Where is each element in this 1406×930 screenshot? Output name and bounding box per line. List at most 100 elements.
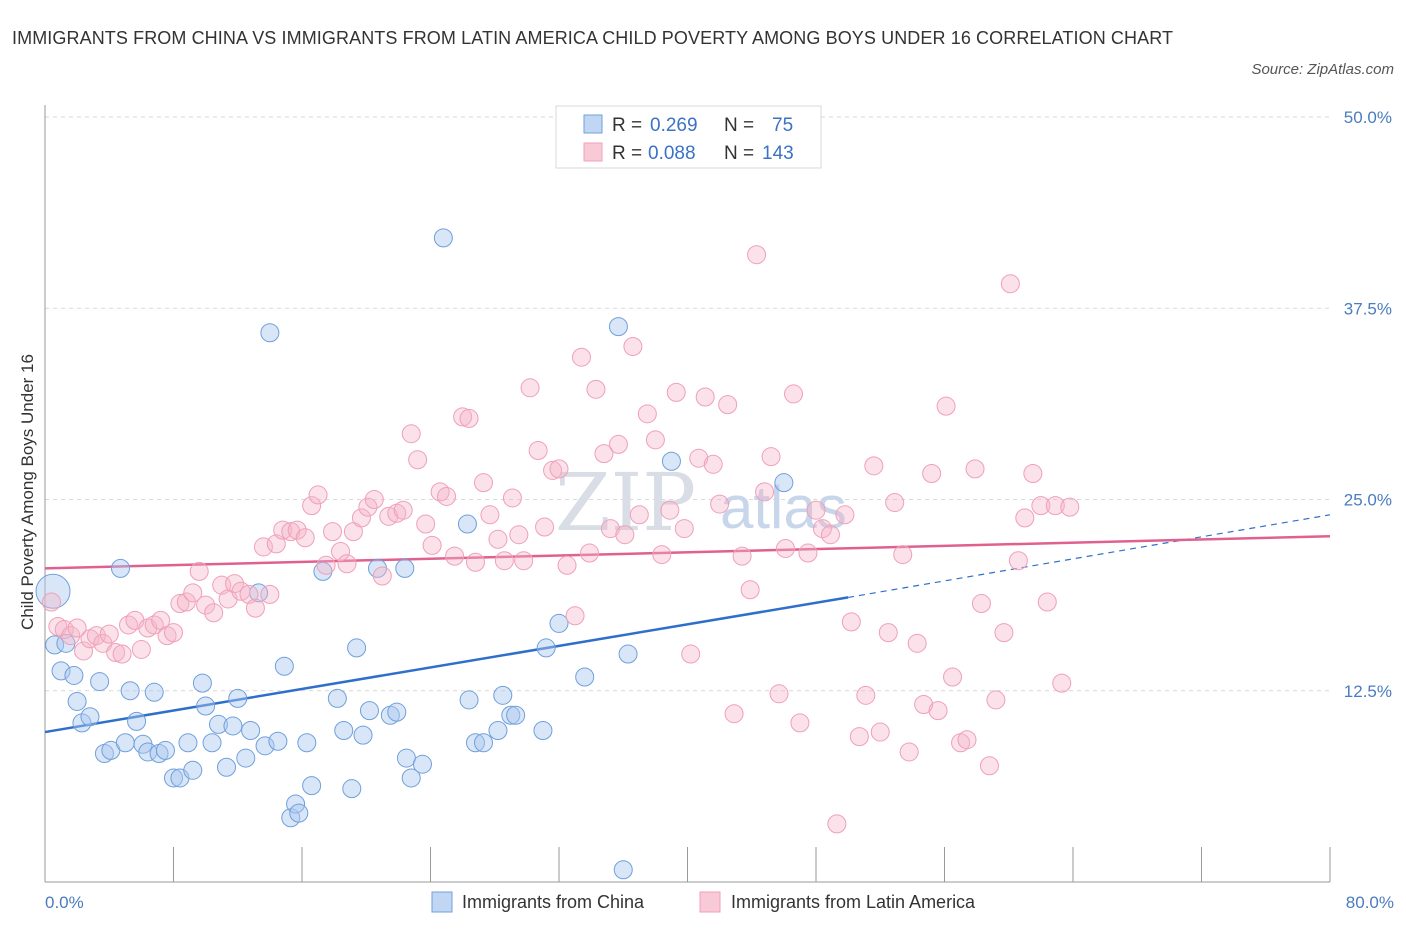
point-latam-95 bbox=[703, 454, 723, 474]
y-tick-label-1: 25.0% bbox=[1344, 491, 1392, 510]
trend-line-china-extension bbox=[848, 514, 1331, 599]
watermark-atlas: atlas bbox=[720, 474, 847, 541]
legend-r-label-china: R = bbox=[612, 115, 642, 136]
point-latam-73 bbox=[543, 460, 563, 480]
point-latam-127 bbox=[936, 396, 956, 416]
point-latam-88 bbox=[652, 545, 672, 565]
series-legend-swatch-latam bbox=[699, 891, 721, 913]
point-latam-140 bbox=[1031, 496, 1051, 516]
point-latam-102 bbox=[755, 482, 775, 502]
point-latam-112 bbox=[827, 814, 847, 834]
point-china-14 bbox=[127, 711, 147, 731]
point-latam-108 bbox=[798, 543, 818, 563]
point-china-68 bbox=[549, 613, 569, 633]
point-latam-76 bbox=[565, 606, 585, 626]
point-latam-66 bbox=[494, 551, 514, 571]
legend-swatch-latam bbox=[583, 142, 603, 162]
point-china-35 bbox=[260, 323, 280, 343]
legend-n-label-china: N = bbox=[724, 115, 754, 136]
point-latam-130 bbox=[957, 730, 977, 750]
point-china-60 bbox=[465, 733, 485, 753]
point-china-67 bbox=[536, 638, 556, 658]
chart-title: IMMIGRANTS FROM CHINA VS IMMIGRANTS FROM… bbox=[12, 28, 1174, 48]
point-latam-83 bbox=[615, 525, 635, 545]
point-latam-93 bbox=[689, 448, 709, 468]
point-latam-39 bbox=[302, 496, 322, 516]
point-latam-136 bbox=[1000, 274, 1020, 294]
point-latam-141 bbox=[1037, 592, 1057, 612]
point-china-71 bbox=[613, 860, 633, 880]
point-china-56 bbox=[412, 754, 432, 774]
point-latam-123 bbox=[907, 633, 927, 653]
point-latam-28 bbox=[225, 574, 245, 594]
point-latam-91 bbox=[674, 519, 694, 539]
point-china-44 bbox=[327, 688, 347, 708]
legend-r-value-latam: 0.088 bbox=[648, 143, 696, 164]
point-china-48 bbox=[353, 725, 373, 745]
point-latam-3 bbox=[61, 626, 81, 646]
point-latam-114 bbox=[841, 612, 861, 632]
point-china-25 bbox=[196, 696, 216, 716]
point-latam-69 bbox=[514, 551, 534, 571]
x-tick-label-1: 80.0% bbox=[1346, 893, 1394, 912]
point-latam-117 bbox=[864, 456, 884, 476]
point-latam-113 bbox=[835, 505, 855, 525]
point-china-65 bbox=[506, 705, 526, 725]
point-latam-85 bbox=[629, 505, 649, 525]
series-legend-swatch-china bbox=[431, 891, 453, 913]
point-china-64 bbox=[501, 705, 521, 725]
point-latam-19 bbox=[164, 623, 183, 643]
point-latam-104 bbox=[769, 684, 789, 704]
point-latam-78 bbox=[580, 543, 600, 563]
point-latam-14 bbox=[131, 639, 151, 659]
point-latam-87 bbox=[645, 430, 665, 450]
point-latam-11 bbox=[112, 644, 132, 664]
point-latam-25 bbox=[204, 603, 224, 623]
point-latam-52 bbox=[393, 500, 413, 520]
point-latam-65 bbox=[488, 529, 508, 549]
point-china-4 bbox=[64, 665, 84, 685]
point-latam-86 bbox=[637, 404, 657, 424]
point-latam-62 bbox=[465, 552, 485, 572]
point-latam-135 bbox=[994, 623, 1014, 643]
point-latam-119 bbox=[878, 623, 898, 643]
point-latam-75 bbox=[557, 555, 577, 575]
legend-r-value-china: 0.269 bbox=[650, 115, 698, 136]
point-latam-56 bbox=[422, 535, 442, 555]
point-latam-47 bbox=[358, 497, 378, 517]
point-latam-74 bbox=[549, 459, 569, 479]
point-china-70 bbox=[608, 317, 628, 337]
point-latam-0 bbox=[41, 592, 61, 612]
point-china-28 bbox=[217, 757, 237, 777]
point-latam-46 bbox=[351, 508, 371, 528]
point-latam-109 bbox=[806, 500, 826, 520]
point-latam-133 bbox=[979, 756, 999, 776]
point-latam-42 bbox=[323, 522, 343, 542]
point-latam-37 bbox=[287, 520, 307, 540]
point-china-2 bbox=[51, 661, 71, 681]
trend-line-china bbox=[44, 596, 849, 734]
point-china-0 bbox=[35, 573, 71, 609]
y-tick-label-2: 37.5% bbox=[1344, 299, 1392, 318]
point-latam-67 bbox=[502, 488, 522, 508]
point-latam-116 bbox=[856, 685, 876, 705]
point-latam-41 bbox=[316, 555, 336, 575]
point-china-41 bbox=[297, 733, 317, 753]
point-china-46 bbox=[342, 779, 362, 799]
point-latam-122 bbox=[899, 742, 919, 762]
point-china-12 bbox=[115, 733, 135, 753]
point-china-36 bbox=[268, 731, 288, 751]
point-latam-10 bbox=[106, 643, 126, 662]
point-latam-54 bbox=[408, 450, 428, 470]
point-latam-100 bbox=[740, 580, 760, 600]
x-tick-labels: 0.0% 80.0% bbox=[45, 893, 1394, 912]
point-latam-134 bbox=[986, 690, 1006, 710]
point-latam-143 bbox=[1052, 673, 1072, 693]
point-latam-21 bbox=[176, 592, 196, 612]
point-china-22 bbox=[178, 733, 198, 753]
axes bbox=[44, 105, 1331, 883]
point-china-61 bbox=[474, 733, 494, 753]
point-latam-105 bbox=[775, 538, 795, 558]
point-latam-111 bbox=[820, 525, 840, 545]
point-latam-63 bbox=[474, 473, 494, 493]
